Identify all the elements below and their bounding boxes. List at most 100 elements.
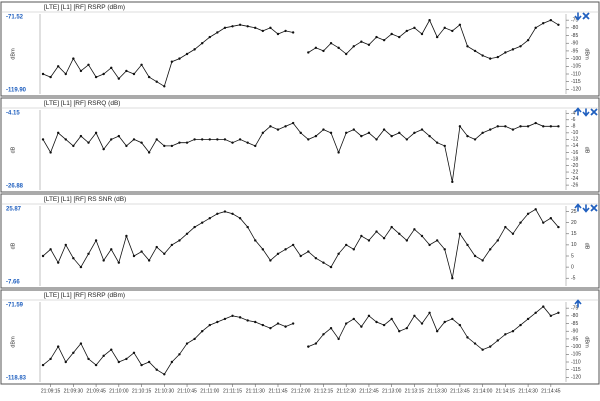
data-point bbox=[496, 339, 499, 342]
data-point bbox=[223, 210, 227, 213]
data-point bbox=[155, 368, 158, 371]
data-point bbox=[519, 323, 522, 327]
data-point bbox=[246, 25, 249, 28]
down-arrow-icon[interactable] bbox=[582, 204, 590, 213]
data-point bbox=[299, 254, 302, 258]
x-tick-label: 21:12:45 bbox=[359, 388, 379, 394]
y-axis-label-right: dBm bbox=[584, 336, 590, 348]
data-point bbox=[526, 212, 530, 215]
x-tick-label: 21:11:00 bbox=[200, 388, 219, 394]
data-point bbox=[451, 277, 454, 280]
data-point bbox=[185, 232, 189, 235]
data-point bbox=[117, 261, 121, 264]
data-point bbox=[420, 128, 424, 131]
data-point bbox=[542, 221, 545, 224]
data-point bbox=[64, 360, 67, 364]
data-point bbox=[193, 138, 196, 141]
data-point bbox=[56, 131, 60, 135]
data-point bbox=[238, 316, 242, 319]
data-point bbox=[41, 363, 45, 367]
data-point bbox=[526, 38, 530, 42]
data-point bbox=[140, 63, 143, 66]
data-point bbox=[170, 144, 174, 148]
y-tick-label: -105 bbox=[571, 352, 581, 358]
data-point bbox=[94, 239, 98, 242]
y-tick-label: 0 bbox=[571, 264, 574, 270]
y-tick-label: -95 bbox=[571, 336, 578, 342]
data-point bbox=[110, 138, 113, 141]
max-label: -71.59 bbox=[6, 303, 24, 309]
up-arrow-icon[interactable] bbox=[574, 299, 582, 308]
y-tick-label: -100 bbox=[571, 344, 581, 350]
data-point bbox=[435, 35, 439, 39]
y-tick-label: -18 bbox=[571, 156, 578, 162]
data-point bbox=[238, 138, 242, 141]
y-tick-label: -10 bbox=[571, 130, 578, 136]
x-tick-label: 21:09:45 bbox=[86, 388, 106, 394]
down-arrow-icon[interactable] bbox=[582, 108, 590, 117]
data-point bbox=[345, 243, 348, 247]
data-point bbox=[132, 351, 136, 354]
data-point bbox=[360, 325, 363, 328]
data-point bbox=[79, 69, 83, 73]
data-point bbox=[382, 38, 386, 42]
x-tick-label: 21:10:30 bbox=[155, 388, 175, 394]
data-point bbox=[337, 46, 340, 50]
close-icon[interactable] bbox=[582, 12, 590, 20]
y-tick-label: 20 bbox=[571, 220, 577, 226]
data-point bbox=[291, 243, 295, 247]
data-point bbox=[79, 265, 83, 269]
data-point bbox=[367, 131, 371, 135]
data-point bbox=[549, 125, 553, 128]
data-point bbox=[534, 208, 537, 211]
data-point bbox=[147, 259, 151, 262]
data-point bbox=[140, 250, 143, 253]
panel-frame bbox=[0, 289, 600, 385]
signal-line bbox=[42, 315, 294, 375]
data-point bbox=[519, 221, 522, 224]
x-tick-label: 21:14:00 bbox=[473, 388, 493, 394]
data-point bbox=[163, 373, 166, 376]
data-point bbox=[557, 125, 560, 128]
data-point bbox=[322, 128, 325, 131]
data-point bbox=[382, 237, 386, 240]
data-point bbox=[557, 23, 560, 26]
close-icon[interactable] bbox=[590, 108, 598, 116]
data-point bbox=[542, 125, 545, 128]
data-point bbox=[178, 353, 181, 356]
data-point bbox=[466, 134, 469, 138]
y-tick-label: -120 bbox=[571, 87, 581, 93]
data-point bbox=[504, 125, 507, 128]
data-point bbox=[549, 18, 553, 22]
x-tick-label: 21:13:45 bbox=[450, 388, 470, 394]
data-point bbox=[511, 128, 515, 131]
data-point bbox=[390, 134, 393, 138]
data-point bbox=[163, 144, 166, 148]
data-point bbox=[185, 342, 189, 345]
y-tick-label: -75 bbox=[571, 305, 578, 311]
data-point bbox=[132, 72, 136, 76]
close-icon[interactable] bbox=[590, 204, 598, 212]
data-point bbox=[216, 212, 219, 215]
down-arrow-icon[interactable] bbox=[574, 12, 582, 21]
data-point bbox=[110, 66, 113, 70]
data-point bbox=[261, 131, 265, 135]
data-point bbox=[102, 72, 105, 76]
data-point bbox=[246, 225, 249, 229]
data-point bbox=[511, 232, 515, 235]
up-arrow-icon[interactable] bbox=[574, 203, 582, 212]
up-arrow-icon[interactable] bbox=[574, 107, 582, 116]
y-axis-label: dBm bbox=[10, 336, 16, 348]
data-point bbox=[443, 26, 446, 30]
data-point bbox=[352, 128, 355, 131]
x-tick-label: 21:10:00 bbox=[109, 388, 129, 394]
data-point bbox=[435, 239, 439, 242]
data-point bbox=[428, 243, 431, 247]
y-tick-label: -6 bbox=[571, 117, 576, 123]
data-point bbox=[526, 317, 530, 321]
data-point bbox=[398, 131, 401, 135]
data-point bbox=[125, 234, 128, 238]
data-point bbox=[94, 131, 98, 135]
data-point bbox=[254, 320, 257, 324]
data-point bbox=[231, 314, 234, 318]
